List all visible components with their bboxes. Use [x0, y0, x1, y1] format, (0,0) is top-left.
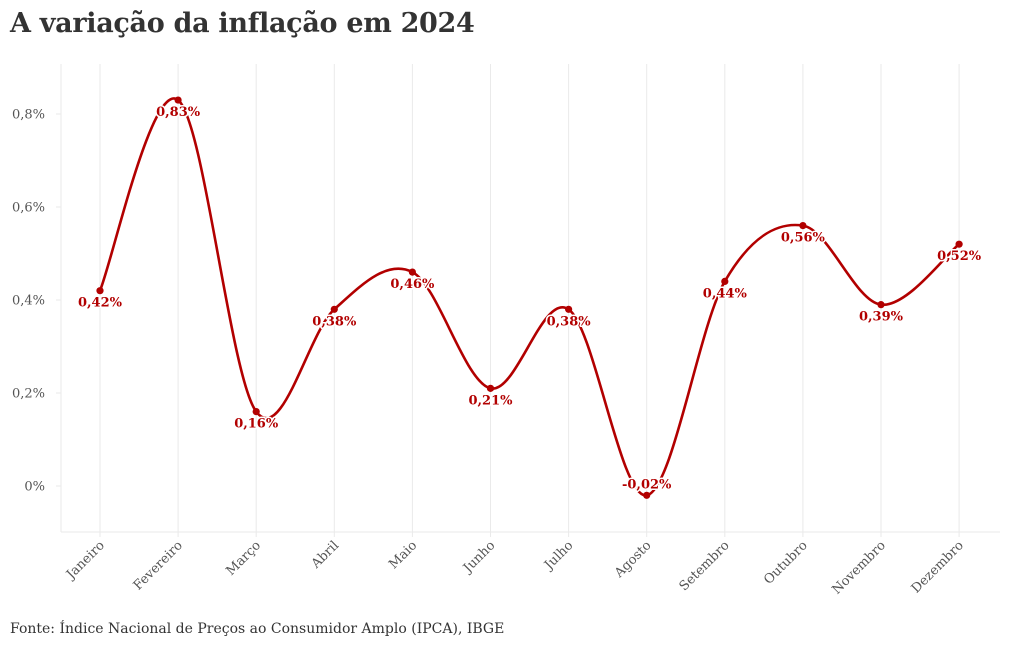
x-tick-label: Julho — [540, 538, 576, 574]
data-point — [330, 305, 338, 313]
data-point — [252, 408, 260, 416]
data-point — [955, 240, 963, 248]
series-line — [98, 97, 961, 497]
data-points — [96, 96, 963, 499]
x-tick-label: Janeiro — [62, 538, 108, 584]
data-point — [877, 301, 885, 309]
data-point — [721, 277, 729, 285]
data-label: 0,44% — [703, 286, 748, 301]
series-line-group — [98, 97, 961, 497]
data-point — [408, 268, 416, 276]
data-label: 0,46% — [390, 277, 435, 292]
data-label: 0,42% — [78, 296, 123, 311]
data-point — [799, 222, 807, 230]
data-point — [174, 96, 182, 104]
x-tick-label: Fevereiro — [131, 538, 186, 593]
data-label: 0,56% — [781, 231, 826, 246]
line-chart: 0% 0,2% 0,4% 0,6% 0,8% Janeiro Fevereiro Março… — [12, 64, 1000, 598]
y-axis: 0% 0,2% 0,4% 0,6% 0,8% — [12, 108, 61, 495]
data-label: 0,16% — [234, 417, 279, 432]
data-label: 0,39% — [859, 310, 904, 325]
x-tick-label: Abril — [308, 538, 342, 572]
data-label: 0,21% — [468, 393, 513, 408]
data-point — [565, 305, 573, 313]
data-label: 0,38% — [547, 314, 592, 329]
y-tick-label: 0,2% — [12, 387, 45, 402]
x-tick-label: Agosto — [611, 538, 654, 581]
data-point — [643, 491, 651, 499]
x-tick-label: Setembro — [677, 538, 733, 594]
y-tick-label: 0,6% — [12, 201, 45, 216]
y-tick-label: 0,4% — [12, 294, 45, 309]
x-tick-label: Maio — [386, 538, 420, 572]
x-tick-label: Junho — [459, 538, 498, 577]
data-label: -0,02% — [622, 477, 672, 492]
x-axis: Janeiro Fevereiro Março Abril Maio Junho Julho… — [62, 538, 967, 597]
source-note: Fonte: Índice Nacional de Preços ao Cons… — [10, 621, 505, 637]
x-tick-label: Dezembro — [909, 538, 967, 596]
data-label: 0,38% — [312, 314, 357, 329]
data-label: 0,83% — [156, 105, 201, 120]
data-point — [96, 287, 104, 295]
data-label: 0,52% — [937, 249, 982, 264]
x-tick-label: Março — [223, 538, 264, 579]
data-point — [486, 384, 495, 392]
chart-title: A variação da inflação em 2024 — [10, 8, 475, 39]
x-tick-label: Novembro — [829, 538, 888, 597]
y-tick-label: 0,8% — [12, 108, 45, 123]
grid-lines — [60, 64, 1000, 537]
x-tick-label: Outubro — [761, 538, 811, 588]
data-labels: 0,42% 0,83% 0,16% 0,38% 0,46% 0,21% 0,38% -0,02… — [76, 104, 983, 494]
y-tick-label: 0% — [24, 480, 45, 495]
